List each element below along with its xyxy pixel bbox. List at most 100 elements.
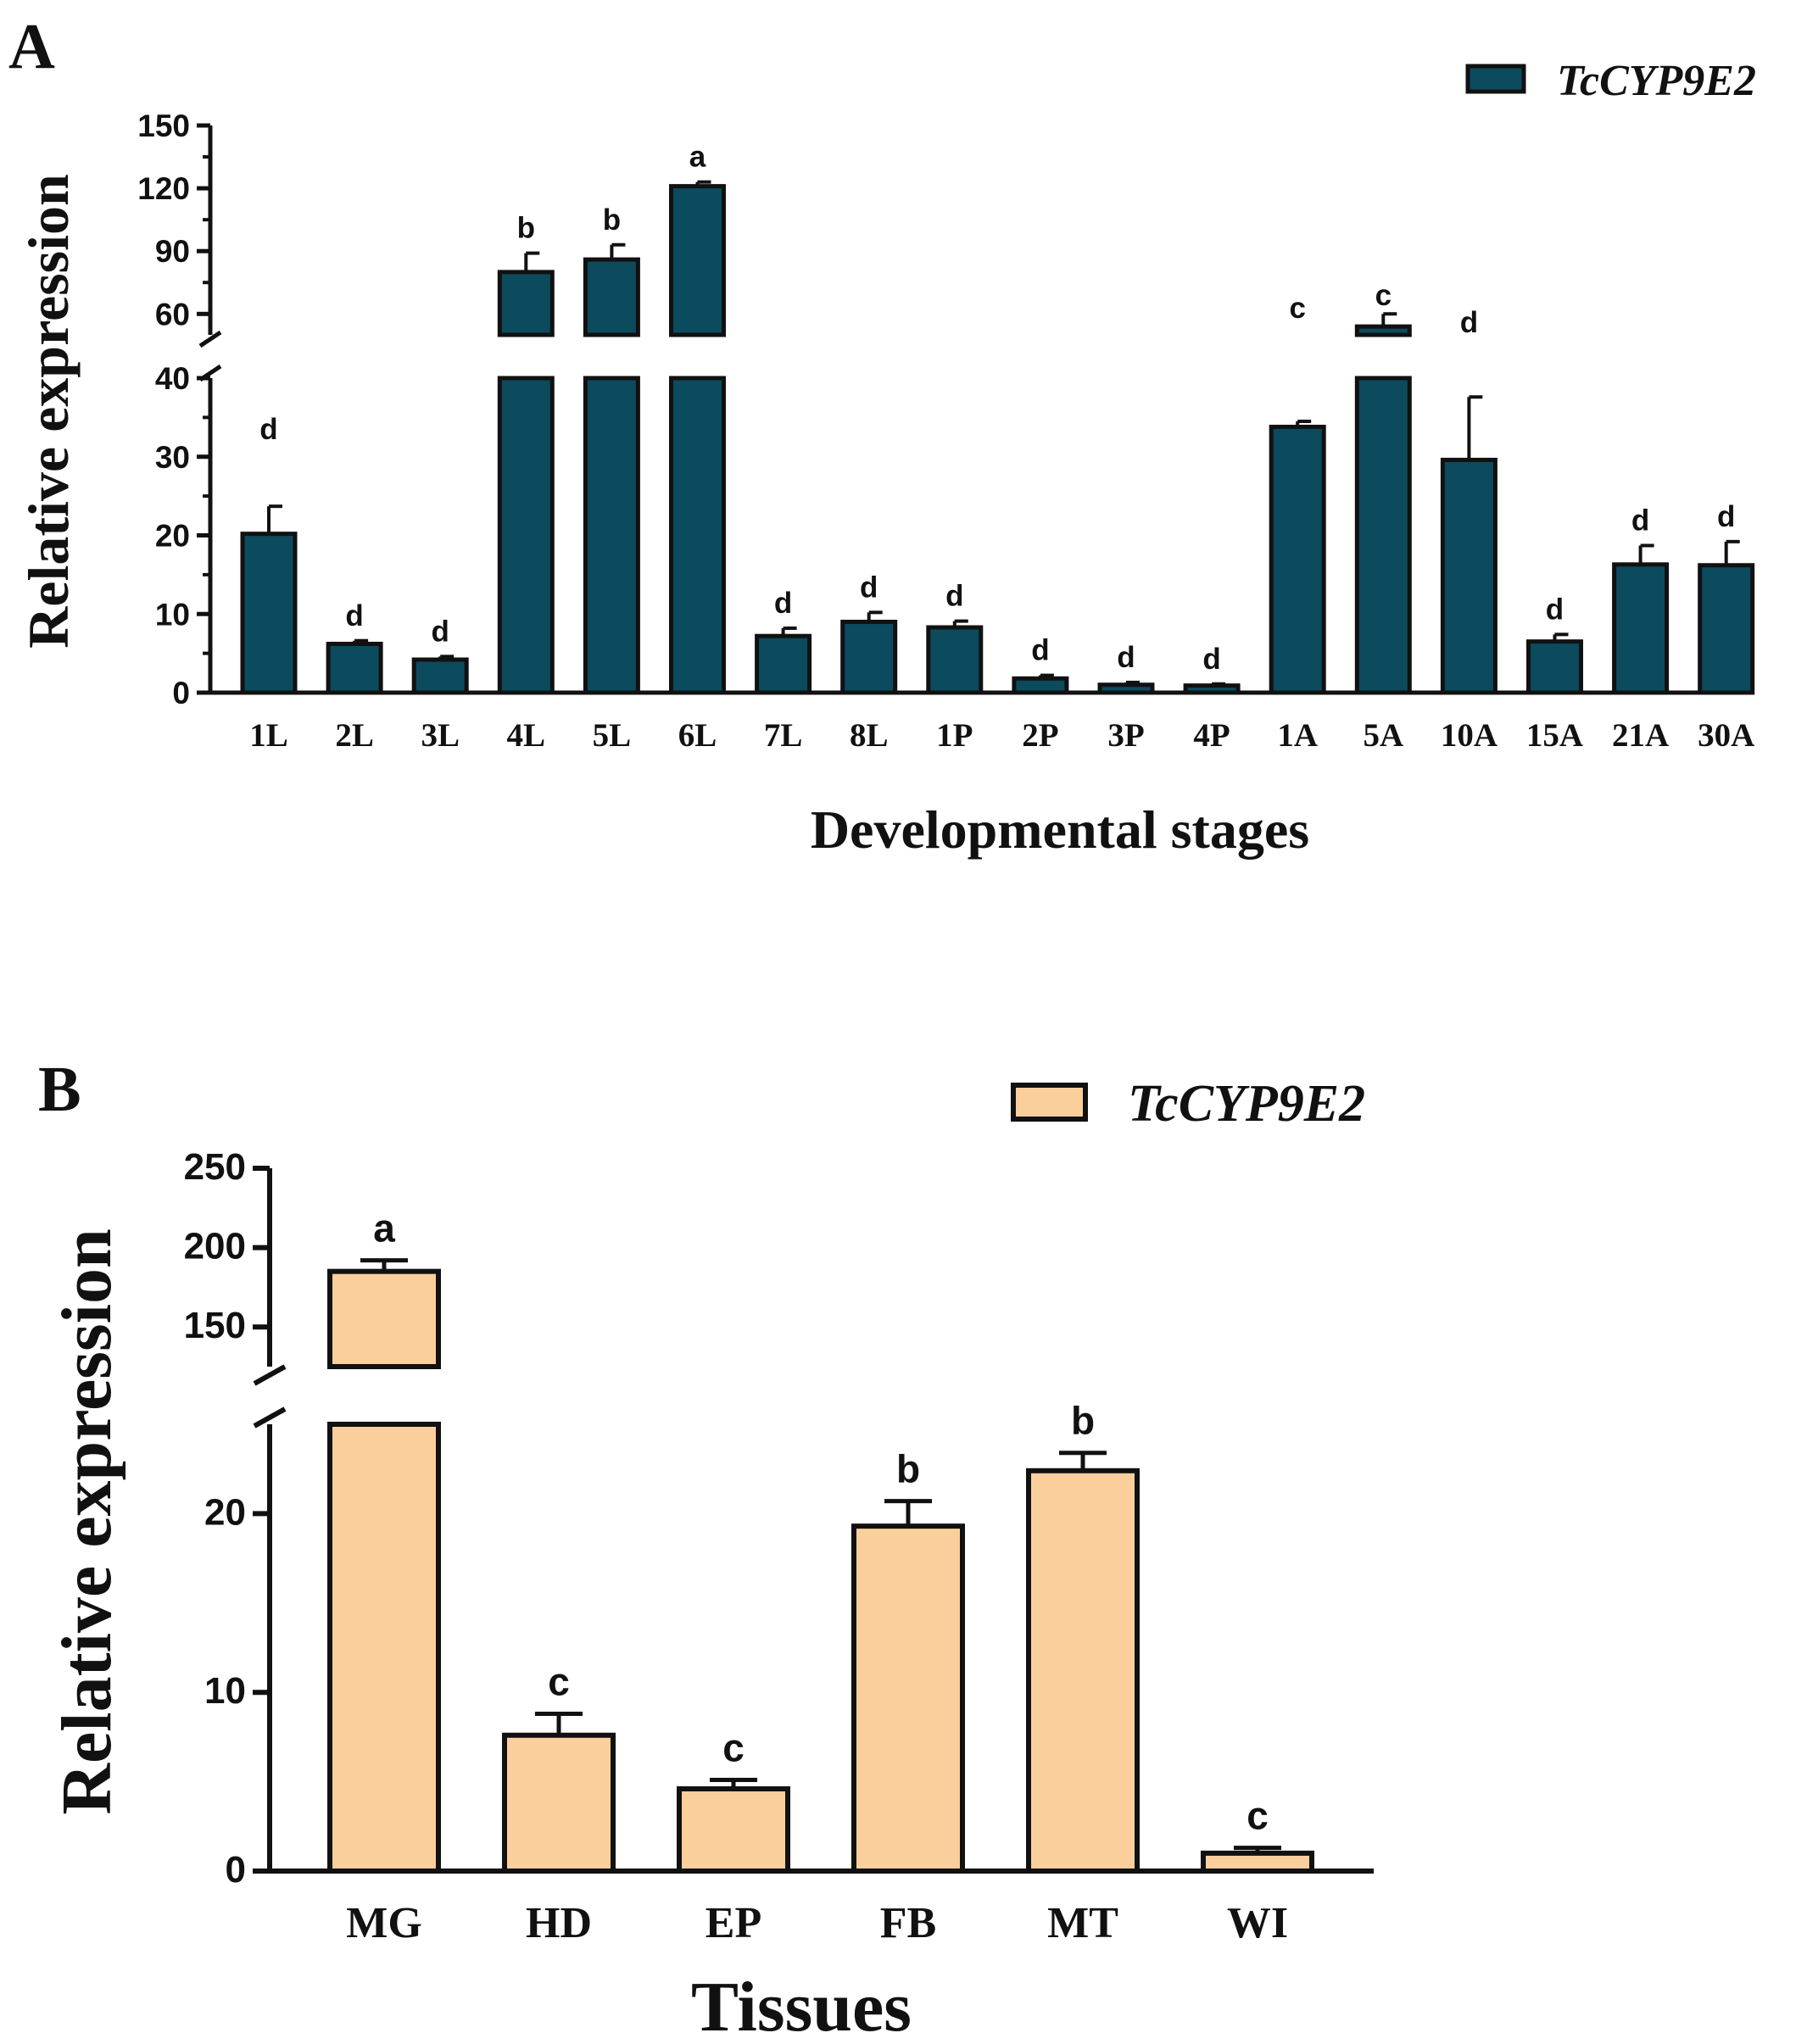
panel-b-significance-label: c — [548, 1659, 570, 1703]
panel-b-axis-break-mark — [253, 1364, 287, 1386]
panel-b-category-label: MG — [346, 1899, 422, 1947]
panel-a-significance-label: d — [259, 413, 277, 446]
panel-a-significance-label: b — [603, 203, 621, 237]
panel-a-bar — [926, 625, 984, 695]
panel-a-significance-label: d — [432, 615, 449, 648]
panel-a-bar — [669, 376, 726, 695]
panel-a-category-label: 1P — [936, 717, 973, 754]
panel-b-legend-swatch — [1011, 1083, 1088, 1122]
panel-a-category-label: 5L — [593, 717, 632, 754]
panel-a-y-axis-label: Relative expression — [16, 174, 81, 649]
panel-a-bar — [326, 641, 383, 695]
panel-a-bar — [840, 620, 898, 695]
panel-a-category-label: 2P — [1022, 717, 1058, 754]
panel-b-bar — [851, 1523, 965, 1874]
panel-a-category-label: 2L — [335, 717, 374, 754]
panel-a-y-tick-label: 10 — [155, 597, 190, 632]
panel-a-bar — [755, 633, 812, 695]
panel-a-y-tick-label: 120 — [137, 171, 190, 206]
panel-b-axes: 0 10 20 150 200 250 — [184, 1146, 1374, 1891]
panel-a-bar — [583, 376, 640, 695]
panel-a-letter: A — [8, 11, 55, 82]
panel-a-significance-label: d — [1546, 593, 1564, 626]
panel-a-legend: TcCYP9E2 — [1465, 57, 1756, 105]
panel-b-y-tick-label: 150 — [184, 1305, 246, 1346]
panel-a-category-label: 15A — [1526, 717, 1583, 754]
panel-a-legend-label: TcCYP9E2 — [1557, 57, 1756, 105]
panel-b-y-tick-label: 250 — [184, 1146, 246, 1188]
panel-a-bar — [1354, 376, 1412, 695]
panel-a-category-label: 4L — [507, 717, 546, 754]
panel-a-axis-break-mark — [198, 330, 222, 348]
panel-a-y-tick-label: 20 — [155, 519, 190, 554]
panel-a-category-label: 8L — [850, 717, 889, 754]
panel-b-bar — [1201, 1850, 1314, 1874]
panel-a-bar-upper — [669, 184, 726, 337]
panel-a-y-tick-label: 90 — [155, 234, 190, 269]
panel-a-bar — [1183, 683, 1241, 695]
panel-a-significance-label: d — [1202, 643, 1220, 676]
panel-a-axes: 0 10 20 30 40 60 90 120 150 — [137, 109, 1747, 710]
panel-a-category-label: 1A — [1277, 717, 1318, 754]
panel-a-y-tick-label: 60 — [155, 297, 190, 331]
panel-b-letter: B — [38, 1054, 81, 1125]
panel-a-y-tick-label: 150 — [137, 109, 190, 143]
panel-b-bars: MG a HD c EP c FB b MT b WI c — [327, 1206, 1314, 1947]
panel-b-legend: TcCYP9E2 — [1011, 1075, 1365, 1133]
panel-b-bar — [1026, 1468, 1140, 1874]
panel-a-bar — [1012, 676, 1069, 695]
panel-b-significance-label: b — [1071, 1399, 1095, 1443]
panel-a-bar — [497, 376, 555, 695]
panel-a-category-label: 10A — [1441, 717, 1497, 754]
panel-a-category-label: 6L — [678, 717, 717, 754]
panel-a-significance-label: d — [774, 587, 792, 620]
panel-b-bar-upper — [327, 1268, 441, 1370]
panel-a-significance-label: d — [1631, 504, 1649, 537]
panel-a-category-label: 4P — [1193, 717, 1230, 754]
panel-b-y-tick-label: 200 — [184, 1226, 246, 1267]
panel-b-category-label: FB — [880, 1899, 936, 1947]
panel-a-bar — [411, 657, 469, 695]
panel-a-significance-label: c — [1375, 279, 1392, 312]
panel-a-bar — [240, 532, 298, 695]
panel-a-category-label: 3L — [421, 717, 460, 754]
panel-a-bar — [1698, 563, 1755, 695]
panel-a-significance-label: d — [860, 571, 878, 604]
panel-a-bar — [1612, 562, 1670, 695]
panel-a-significance-label: d — [1717, 500, 1735, 533]
panel-a-significance-label: a — [689, 141, 706, 174]
panel-b-significance-label: c — [722, 1725, 745, 1769]
panel-a-category-label: 21A — [1612, 717, 1669, 754]
panel-a-significance-label: c — [1289, 292, 1305, 325]
panel-a-significance-label: b — [517, 212, 535, 245]
panel-b-significance-label: b — [896, 1447, 920, 1491]
panel-a-significance-label: d — [1460, 306, 1478, 339]
panel-a-bar-upper — [583, 257, 640, 337]
panel-a-significance-label: d — [1031, 634, 1049, 667]
panel-a-bars: 1L d 2L d 3L d 4L b 5L b 6L a 7L d 8L d 1P d 2P d 3P d 4P d 1A c 5… — [240, 141, 1755, 754]
panel-a-category-label: 30A — [1698, 717, 1754, 754]
panel-a-bar — [1269, 425, 1326, 695]
panel-b-y-tick-label: 10 — [204, 1670, 246, 1712]
panel-b-y-tick-label: 0 — [226, 1849, 246, 1891]
panel-a-x-axis-label: Developmental stages — [811, 799, 1309, 860]
panel-b-category-label: MT — [1047, 1899, 1118, 1947]
panel-a-category-label: 1L — [249, 717, 288, 754]
panel-b-bar — [677, 1786, 790, 1874]
panel-a-significance-label: d — [945, 580, 963, 613]
panel-a-bar-upper — [1354, 324, 1412, 337]
panel-a-y-tick-label: 0 — [172, 676, 190, 710]
panel-b-y-axis-label: Relative expression — [47, 1228, 126, 1814]
panel-b: B TcCYP9E2 Relative expression Tissues 0… — [38, 1054, 1374, 2044]
panel-b-significance-label: c — [1246, 1794, 1269, 1838]
panel-a-y-tick-label: 30 — [155, 440, 190, 475]
panel-b-x-axis-label: Tissues — [691, 1968, 912, 2044]
panel-b-bar — [502, 1732, 616, 1874]
panel-a-category-label: 3P — [1107, 717, 1144, 754]
panel-b-category-label: EP — [706, 1899, 761, 1947]
panel-a-bar — [1526, 639, 1583, 695]
panel-b-significance-label: a — [373, 1206, 395, 1250]
panel-a-significance-label: d — [1117, 641, 1135, 674]
panel-a-bar — [1097, 682, 1155, 695]
